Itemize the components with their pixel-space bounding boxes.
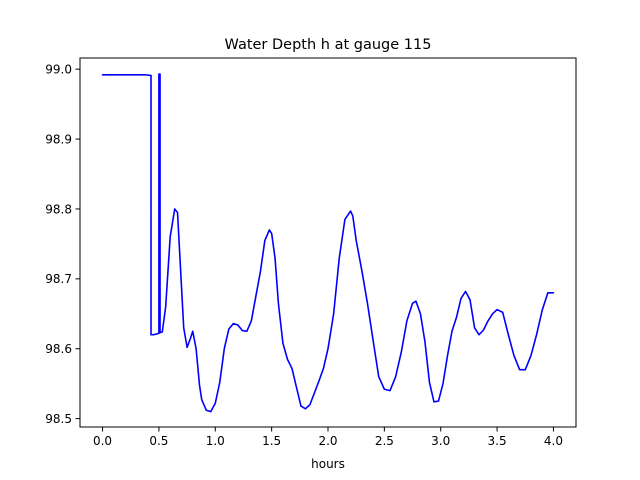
chart-title: Water Depth h at gauge 115 (225, 37, 432, 53)
y-tick-label: 98.9 (45, 132, 72, 146)
y-tick-label: 98.8 (45, 202, 72, 216)
y-tick-label: 98.6 (45, 342, 72, 356)
y-tick-label: 98.7 (45, 272, 72, 286)
y-tick-label: 99.0 (45, 62, 72, 76)
y-tick-label: 98.5 (45, 412, 72, 426)
x-axis-label: hours (311, 457, 345, 471)
axes: 0.0 0.5 1.0 1.5 2.0 2.5 3.0 3.5 4.0 98.5 98.6 98.7 9… (45, 57, 577, 448)
x-tick-label: 2.0 (318, 434, 337, 448)
x-tick-label: 1.5 (262, 434, 281, 448)
x-tick-label: 4.0 (544, 434, 563, 448)
series-line-0 (101, 73, 555, 413)
x-tick-label: 1.0 (206, 434, 225, 448)
x-tick-label: 3.0 (431, 434, 450, 448)
x-tick-label: 0.0 (93, 434, 112, 448)
x-tick-label: 0.5 (149, 434, 168, 448)
axes-frame (79, 57, 577, 428)
x-tick-label: 2.5 (375, 434, 394, 448)
plot-area (101, 73, 555, 413)
x-tick-label: 3.5 (488, 434, 507, 448)
